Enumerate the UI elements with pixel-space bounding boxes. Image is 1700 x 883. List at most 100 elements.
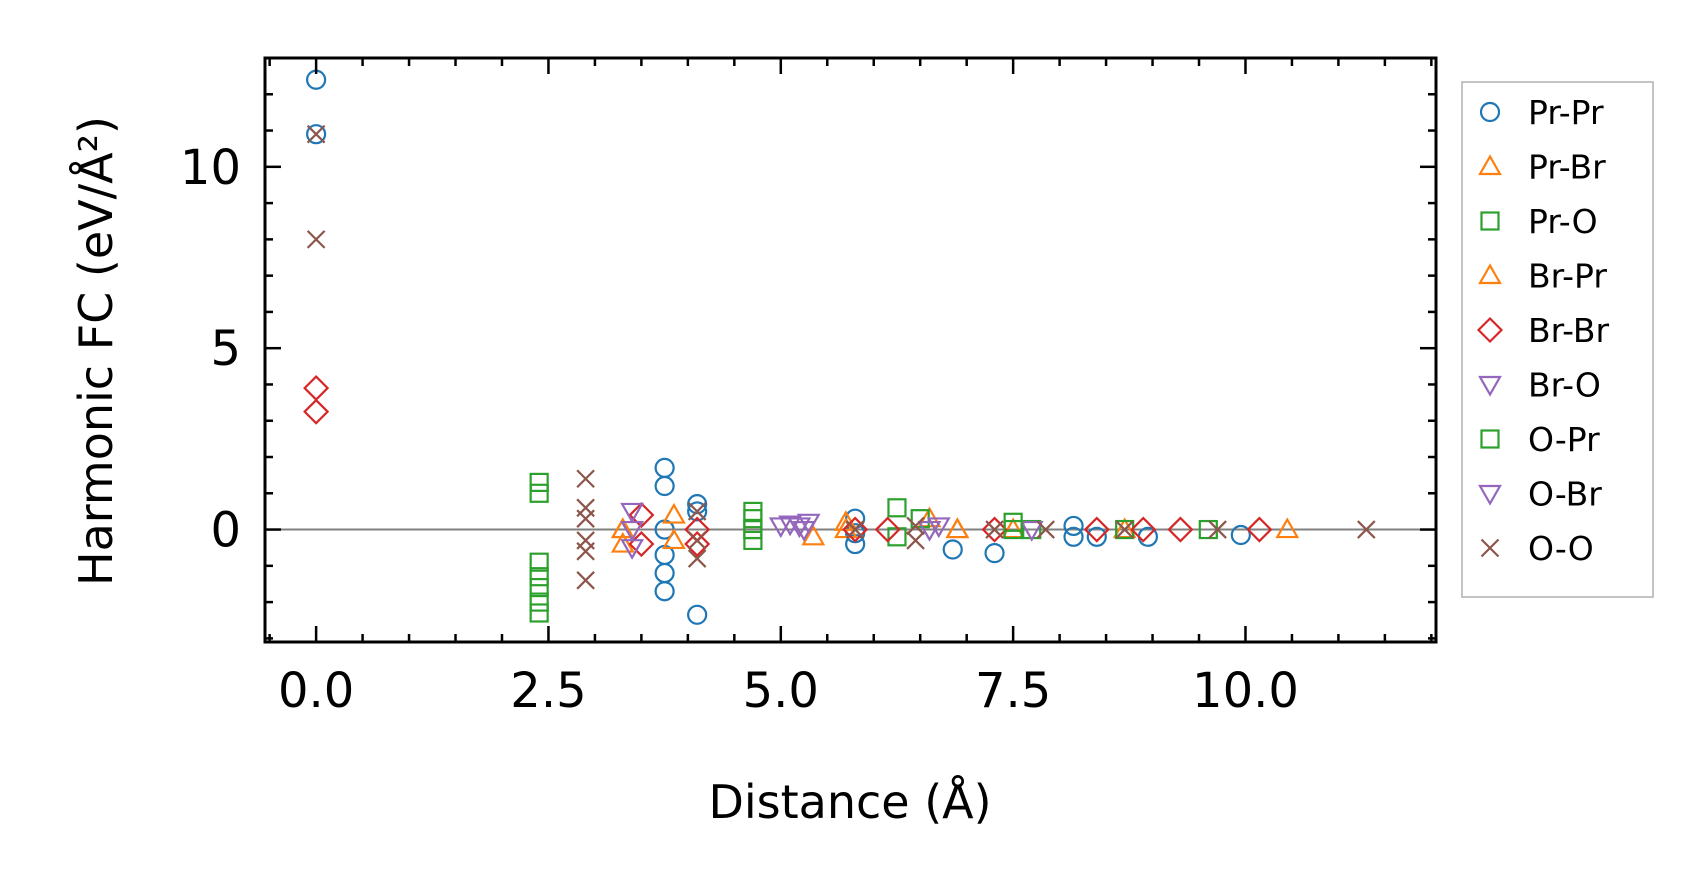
data-point-pr-pr xyxy=(1063,515,1084,537)
plot-frame xyxy=(263,56,1438,644)
legend-marker xyxy=(1478,154,1502,176)
data-point-o-o xyxy=(906,516,925,536)
legend-entry: O-Br xyxy=(1478,475,1602,514)
data-point-o-o xyxy=(576,509,595,528)
legend-marker xyxy=(1480,211,1500,231)
data-point-o-br xyxy=(917,520,942,542)
x-tick-label: 5.0 xyxy=(743,663,819,719)
data-point-pr-br xyxy=(662,502,686,524)
data-point-br-br xyxy=(628,501,655,529)
y-tick-label: 0 xyxy=(210,503,241,559)
data-point-o-o xyxy=(576,571,595,590)
data-point-pr-pr xyxy=(687,501,708,522)
data-point-br-br xyxy=(1246,516,1273,543)
x-axis-label: Distance (Å) xyxy=(708,775,991,829)
data-point-o-o xyxy=(576,469,595,489)
data-point-pr-o xyxy=(529,567,549,587)
legend-label: O-Br xyxy=(1528,475,1602,514)
legend-marker xyxy=(1478,263,1502,285)
data-point-o-o xyxy=(1357,520,1376,539)
data-point-pr-o xyxy=(529,577,549,598)
data-point-br-br xyxy=(1167,516,1194,543)
legend-marker xyxy=(1480,538,1500,558)
data-point-pr-pr xyxy=(984,543,1005,564)
data-point-o-o xyxy=(306,124,326,144)
data-point-pr-pr xyxy=(1063,526,1084,547)
legend-entry: Br-Pr xyxy=(1478,257,1607,296)
legend-marker xyxy=(1478,375,1502,397)
data-point-br-pr xyxy=(610,517,635,539)
legend-entry: O-O xyxy=(1480,529,1594,568)
data-point-pr-br xyxy=(1275,517,1300,539)
data-point-br-br xyxy=(981,516,1008,543)
legend-label: Br-Pr xyxy=(1528,257,1607,296)
legend-marker xyxy=(1480,429,1500,449)
legend-marker xyxy=(1476,316,1504,344)
data-point-pr-o xyxy=(529,483,549,503)
data-point-pr-o xyxy=(529,592,549,612)
data-point-o-o xyxy=(1208,520,1227,539)
data-point-br-br xyxy=(1083,516,1110,543)
legend-entry: Br-O xyxy=(1478,366,1601,405)
legend-box xyxy=(1461,81,1654,598)
legend-entry: Pr-Pr xyxy=(1479,93,1604,132)
legend-entry: Pr-Br xyxy=(1478,148,1606,187)
x-tick-label: 10.0 xyxy=(1192,663,1299,719)
data-points xyxy=(303,69,1376,625)
data-point-pr-pr xyxy=(654,475,675,497)
y-axis-label: Harmonic FC (eV/Å²) xyxy=(69,116,123,586)
data-point-o-o xyxy=(306,230,326,249)
data-point-br-pr xyxy=(945,517,970,539)
x-tick-label: 0.0 xyxy=(278,663,354,719)
data-point-o-o xyxy=(576,542,595,561)
data-point-pr-o xyxy=(743,530,763,551)
data-point-br-o xyxy=(1019,520,1044,542)
legend-marker xyxy=(1479,101,1501,123)
data-point-br-o xyxy=(926,517,951,539)
data-point-pr-br xyxy=(610,531,635,553)
data-point-o-o xyxy=(1036,520,1055,539)
data-point-br-br xyxy=(874,516,901,543)
data-point-pr-pr xyxy=(687,494,708,515)
legend-label: Pr-Pr xyxy=(1528,93,1604,132)
legend-label: O-Pr xyxy=(1528,420,1600,459)
x-tick-label: 2.5 xyxy=(510,663,586,719)
data-point-br-br xyxy=(303,398,330,425)
legend-entry: O-Pr xyxy=(1480,420,1600,459)
data-point-pr-pr xyxy=(1230,524,1251,546)
y-tick-label: 10 xyxy=(180,140,241,196)
data-point-pr-br xyxy=(801,524,826,546)
legend-entries: Pr-Pr Pr-Br Pr-O Br-Pr Br-Br Br-O O-Pr O-Br O-O xyxy=(1476,93,1609,568)
data-point-o-o xyxy=(1115,520,1134,539)
data-point-o-br xyxy=(792,520,816,542)
data-point-o-o xyxy=(845,520,865,539)
data-point-o-br xyxy=(620,520,644,542)
y-tick-labels: 0 5 10 xyxy=(180,140,241,559)
x-tick-label: 7.5 xyxy=(975,663,1051,719)
data-point-pr-pr xyxy=(942,539,963,560)
x-tick-labels: 0.0 2.5 5.0 7.5 10.0 xyxy=(278,663,1299,719)
data-point-o-o xyxy=(687,531,707,550)
data-point-o-pr xyxy=(1003,519,1023,540)
data-point-pr-pr xyxy=(1086,526,1107,547)
data-point-pr-pr xyxy=(306,124,327,145)
data-point-pr-o xyxy=(529,603,549,623)
legend-label: O-O xyxy=(1528,529,1594,568)
data-point-o-o xyxy=(687,502,707,521)
data-point-pr-o xyxy=(887,498,907,518)
data-point-br-br xyxy=(1130,516,1157,543)
legend-label: Br-Br xyxy=(1528,311,1609,350)
data-point-pr-pr xyxy=(654,581,675,602)
data-point-pr-o xyxy=(529,552,549,572)
data-point-pr-o xyxy=(529,472,549,492)
legend-entry: Br-Br xyxy=(1476,311,1609,350)
data-point-o-pr xyxy=(743,519,763,540)
data-point-br-o xyxy=(620,502,644,524)
y-tick-label: 5 xyxy=(210,321,241,377)
data-point-br-pr xyxy=(833,517,858,539)
legend: Pr-Pr Pr-Br Pr-O Br-Pr Br-Br Br-O O-Pr O-Br O-O xyxy=(1461,81,1654,598)
data-point-pr-pr xyxy=(687,604,708,625)
legend-marker xyxy=(1478,484,1502,506)
data-point-o-o xyxy=(906,531,925,550)
